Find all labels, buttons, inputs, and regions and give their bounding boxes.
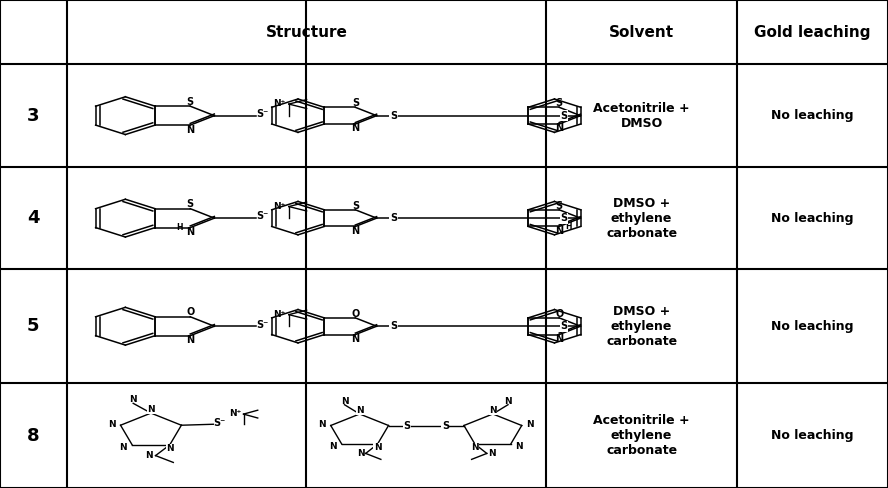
Text: N⁺: N⁺ bbox=[274, 202, 286, 210]
Text: N: N bbox=[186, 335, 194, 346]
Text: N: N bbox=[555, 334, 563, 344]
Text: N: N bbox=[488, 449, 496, 458]
Text: N⁺: N⁺ bbox=[229, 409, 242, 418]
Text: S: S bbox=[442, 421, 449, 430]
Text: N: N bbox=[146, 451, 153, 460]
Text: H: H bbox=[177, 223, 183, 232]
Text: S: S bbox=[403, 421, 410, 430]
Text: S: S bbox=[560, 111, 567, 121]
Text: N: N bbox=[352, 334, 360, 344]
Text: S: S bbox=[390, 111, 397, 121]
Text: S⁻: S⁻ bbox=[256, 320, 268, 329]
Text: No leaching: No leaching bbox=[772, 320, 853, 333]
Text: N: N bbox=[329, 443, 337, 451]
Text: No leaching: No leaching bbox=[772, 109, 853, 122]
Text: N: N bbox=[130, 395, 137, 405]
Text: S: S bbox=[560, 213, 567, 223]
Text: N: N bbox=[107, 420, 115, 429]
Text: N: N bbox=[186, 125, 194, 135]
Text: S⁻: S⁻ bbox=[256, 211, 268, 222]
Text: S: S bbox=[560, 321, 567, 331]
Text: S: S bbox=[390, 321, 397, 331]
Text: N: N bbox=[186, 227, 194, 237]
Text: N: N bbox=[147, 405, 155, 414]
Text: Acetonitrile +
ethylene
carbonate: Acetonitrile + ethylene carbonate bbox=[593, 414, 690, 457]
Text: N⁺: N⁺ bbox=[274, 99, 286, 108]
Text: S: S bbox=[556, 98, 563, 108]
Text: DMSO +
ethylene
carbonate: DMSO + ethylene carbonate bbox=[606, 305, 678, 348]
Text: Acetonitrile +
DMSO: Acetonitrile + DMSO bbox=[593, 102, 690, 130]
Text: S: S bbox=[390, 213, 397, 223]
Text: Gold leaching: Gold leaching bbox=[754, 25, 871, 40]
Text: H: H bbox=[566, 222, 572, 231]
Text: Solvent: Solvent bbox=[609, 25, 674, 40]
Text: N: N bbox=[504, 397, 511, 406]
Text: N: N bbox=[352, 123, 360, 133]
Text: N: N bbox=[489, 406, 496, 415]
Text: S: S bbox=[352, 201, 359, 211]
Text: N: N bbox=[319, 420, 326, 429]
Text: S: S bbox=[186, 199, 194, 209]
Text: N: N bbox=[357, 449, 364, 458]
Text: N⁺: N⁺ bbox=[274, 309, 286, 319]
Text: S: S bbox=[556, 201, 563, 211]
Text: O: O bbox=[186, 307, 194, 317]
Text: N: N bbox=[555, 123, 563, 133]
Text: 8: 8 bbox=[27, 427, 40, 445]
Text: DMSO +
ethylene
carbonate: DMSO + ethylene carbonate bbox=[606, 197, 678, 240]
Text: S: S bbox=[186, 97, 194, 106]
Text: Structure: Structure bbox=[266, 25, 347, 40]
Text: 5: 5 bbox=[27, 317, 40, 335]
Text: 4: 4 bbox=[27, 209, 40, 227]
Text: N: N bbox=[472, 444, 479, 452]
Text: No leaching: No leaching bbox=[772, 429, 853, 442]
Text: S: S bbox=[352, 98, 359, 108]
Text: N: N bbox=[352, 225, 360, 236]
Text: N: N bbox=[555, 225, 563, 236]
Text: O: O bbox=[352, 309, 360, 319]
Text: N: N bbox=[374, 444, 381, 452]
Text: N: N bbox=[515, 443, 523, 451]
Text: No leaching: No leaching bbox=[772, 212, 853, 224]
Text: S⁻: S⁻ bbox=[214, 418, 226, 428]
Text: N: N bbox=[166, 444, 173, 453]
Text: N: N bbox=[356, 406, 363, 415]
Text: N: N bbox=[341, 397, 348, 406]
Text: 3: 3 bbox=[27, 107, 40, 124]
Text: N: N bbox=[527, 420, 534, 429]
Text: N: N bbox=[120, 443, 127, 452]
Text: S⁻: S⁻ bbox=[256, 109, 268, 119]
Text: O: O bbox=[555, 309, 563, 319]
